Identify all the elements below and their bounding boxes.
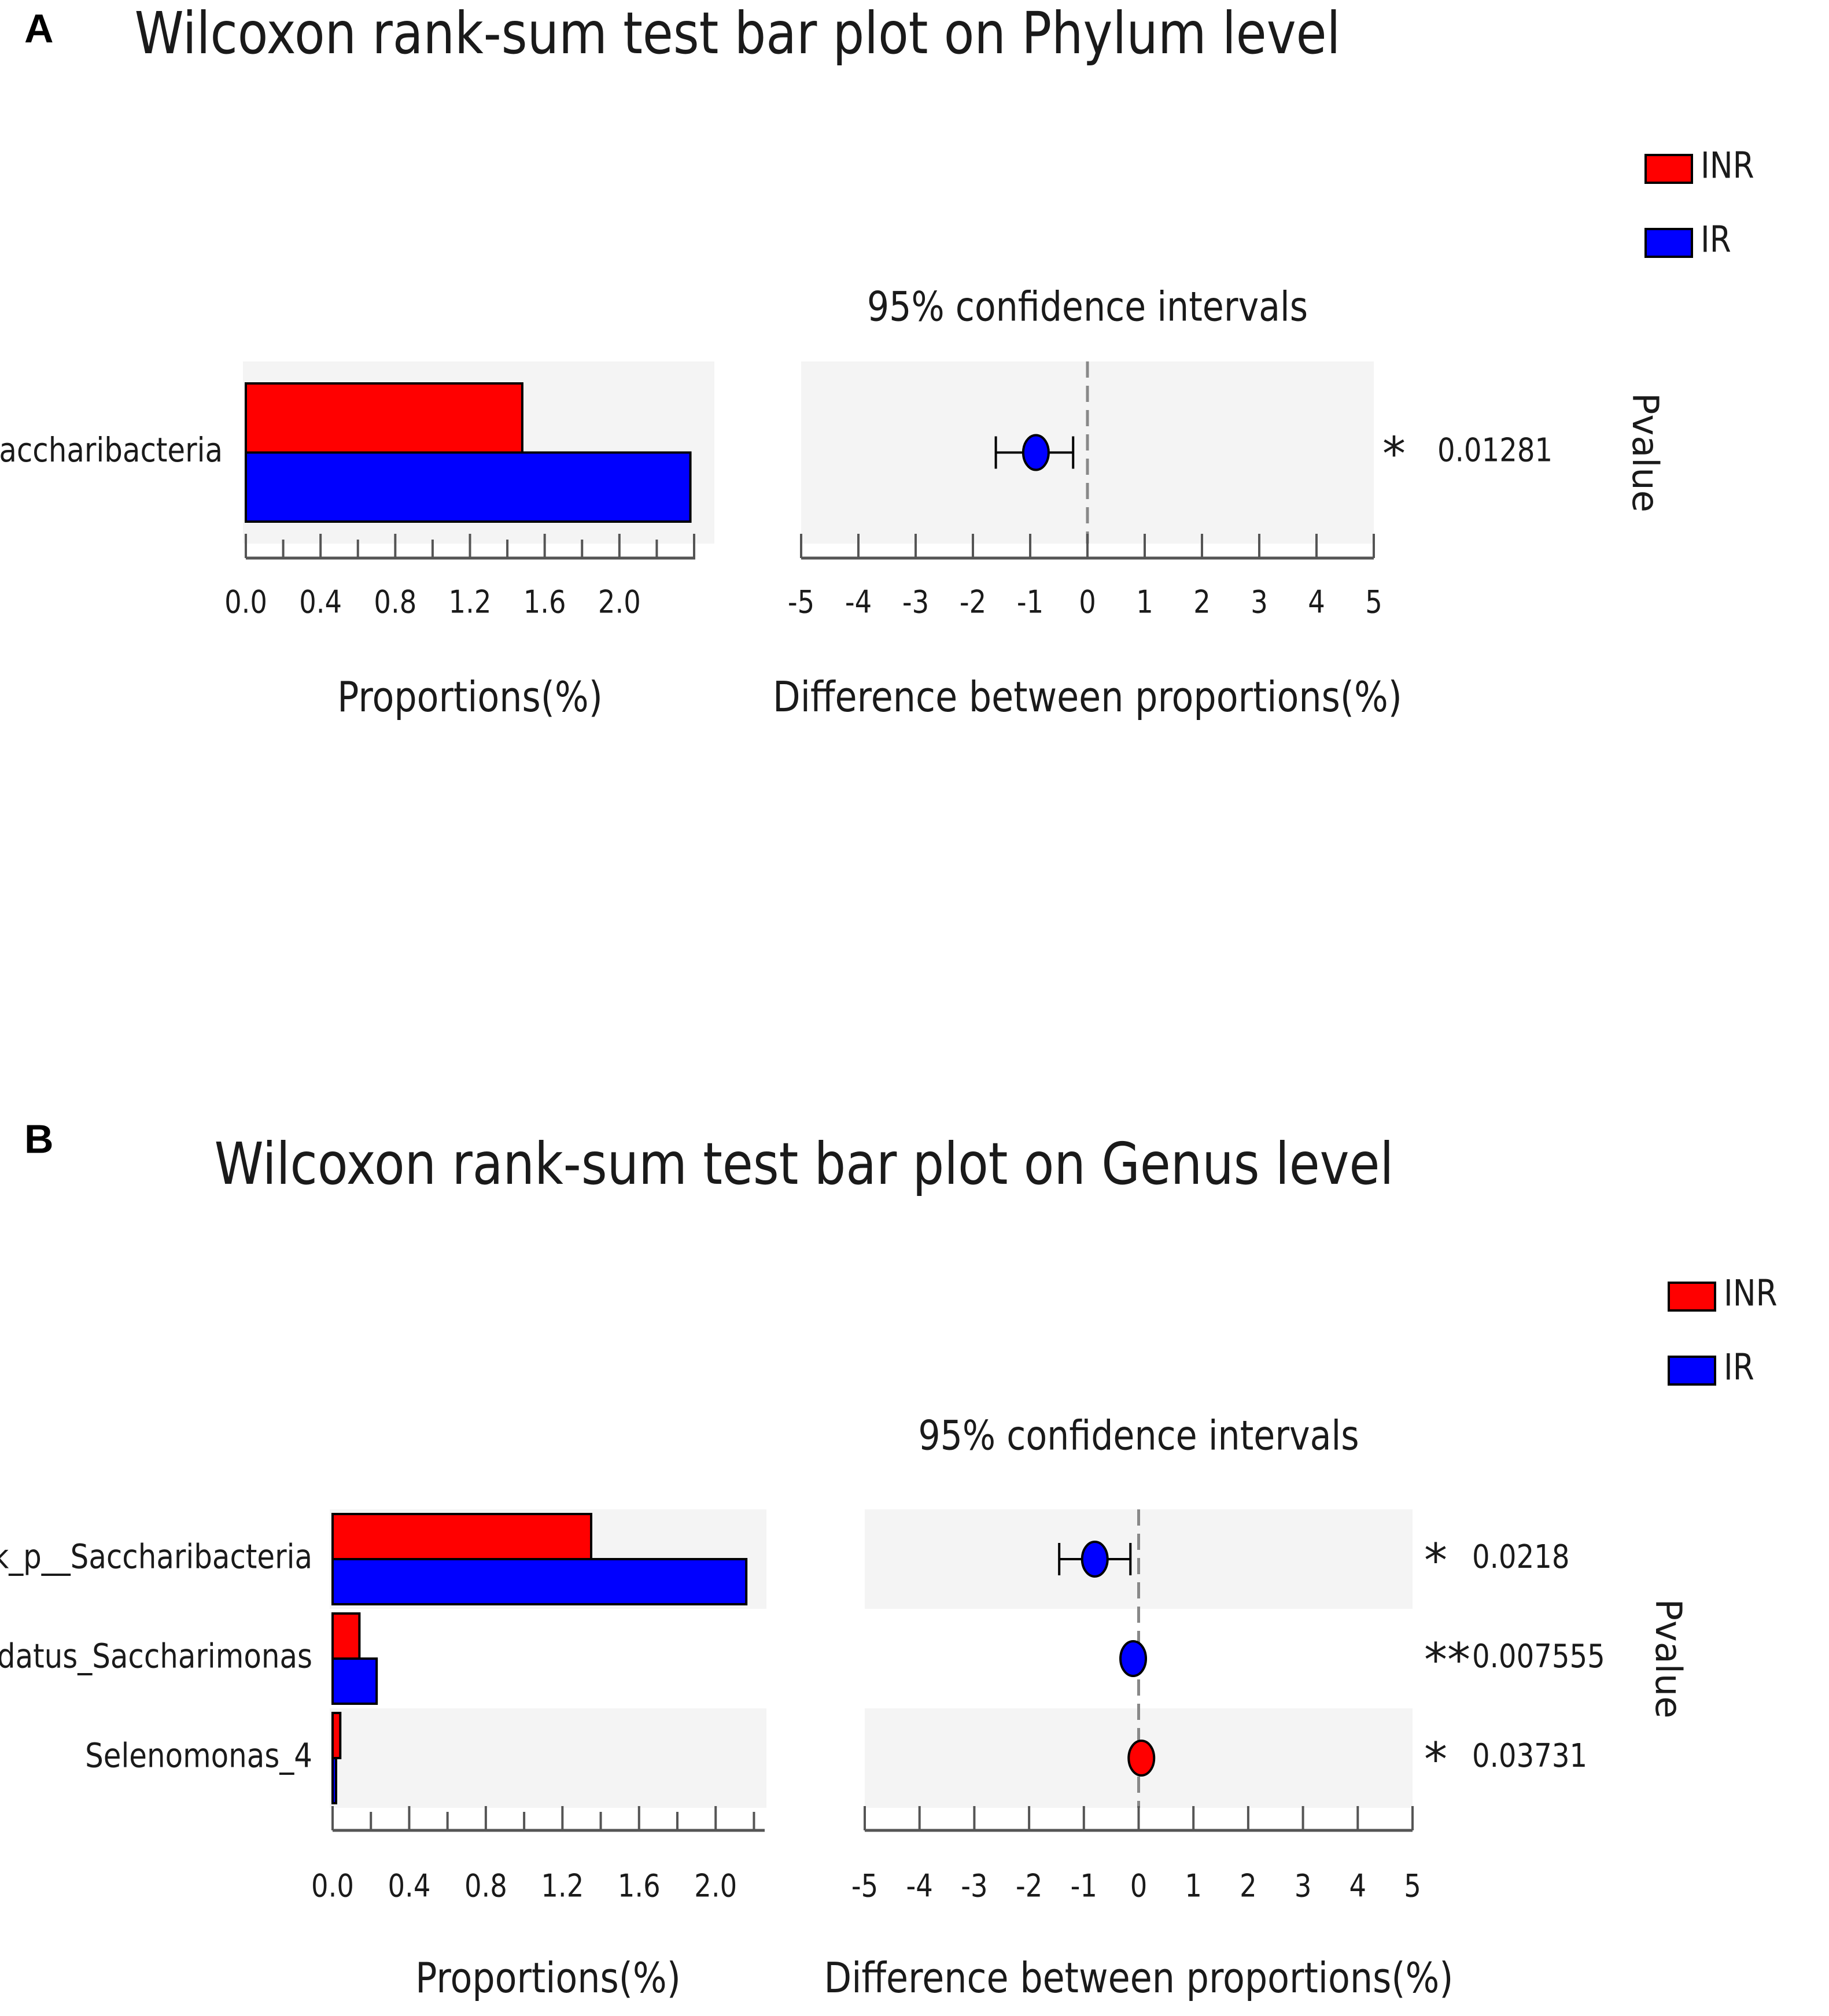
- bar-tick-label: 0.8: [374, 584, 416, 620]
- ci-tick-label: 1: [1136, 584, 1153, 620]
- category-label: Candidatus_Saccharimonas: [0, 1637, 312, 1676]
- ci-tick-label: 3: [1251, 584, 1268, 620]
- bar-IR: [331, 1657, 378, 1705]
- ci-x-label: Difference between proportions(%): [773, 673, 1402, 721]
- bar-x-label: Proportions(%): [337, 673, 603, 721]
- ci-tick-label: -5: [851, 1867, 878, 1904]
- ci-tick-label: 0: [1130, 1867, 1148, 1904]
- legend-label-INR: INR: [1724, 1272, 1778, 1314]
- ci-tick-label: -1: [1017, 584, 1043, 620]
- bar-tick-label: 0.4: [299, 584, 342, 620]
- ci-point: [1119, 1640, 1148, 1677]
- significance-star: **: [1424, 1633, 1470, 1687]
- pvalue-text: 0.007555: [1472, 1638, 1605, 1675]
- ci-title: 95% confidence intervals: [867, 283, 1308, 331]
- bar-tick-label: 2.0: [598, 584, 641, 620]
- category-label: Selenomonas_4: [85, 1736, 312, 1775]
- category-label: Saccharibacteria: [0, 431, 223, 470]
- bar-INR: [331, 1513, 592, 1560]
- ci-tick-label: -2: [1016, 1867, 1042, 1904]
- ci-x-label: Difference between proportions(%): [824, 1954, 1454, 2002]
- ci-tick-label: -4: [906, 1867, 933, 1904]
- bar-tick-label: 1.6: [618, 1867, 661, 1904]
- panel-letter: B: [24, 1116, 54, 1161]
- legend-swatch-IR: [1644, 228, 1693, 258]
- bar-tick-label: 0.8: [464, 1867, 507, 1904]
- ci-tick-label: 4: [1308, 584, 1325, 620]
- bar-x-label: Proportions(%): [415, 1954, 681, 2002]
- ci-point: [1022, 434, 1050, 471]
- ci-tick-label: -3: [902, 584, 929, 620]
- bar-IR: [331, 1757, 337, 1804]
- bar-tick-label: 0.4: [388, 1867, 431, 1904]
- ci-tick-label: -5: [788, 584, 814, 620]
- ci-tick-label: 2: [1193, 584, 1211, 620]
- significance-star: *: [1424, 1733, 1447, 1786]
- legend-swatch-IR: [1668, 1356, 1716, 1386]
- legend-label-IR: IR: [1724, 1346, 1754, 1388]
- ci-tick-label: -4: [845, 584, 872, 620]
- ci-tick-label: -2: [960, 584, 986, 620]
- row-background: [330, 1708, 766, 1808]
- bar-INR: [245, 382, 523, 454]
- ci-tick-label: 5: [1404, 1867, 1421, 1904]
- bar-tick-label: 0.0: [311, 1867, 354, 1904]
- ci-tick-label: 2: [1240, 1867, 1257, 1904]
- bar-tick-label: 1.6: [523, 584, 566, 620]
- panel-letter: A: [24, 6, 54, 51]
- bar-tick-label: 1.2: [541, 1867, 584, 1904]
- bar-tick-label: 0.0: [224, 584, 267, 620]
- ci-tick-label: 0: [1079, 584, 1096, 620]
- bar-IR: [331, 1558, 748, 1605]
- pvalue-text: 0.03731: [1472, 1738, 1587, 1775]
- pvalue-text: 0.01281: [1437, 432, 1553, 469]
- pvalue-text: 0.0218: [1472, 1539, 1569, 1576]
- ci-tick-label: 1: [1185, 1867, 1202, 1904]
- pvalue-axis-label: Pvalue: [1624, 393, 1666, 512]
- chart-title: Wilcoxon rank-sum test bar plot on Genus…: [215, 1130, 1394, 1198]
- ci-tick-label: 4: [1349, 1867, 1367, 1904]
- ci-tick-label: -3: [961, 1867, 987, 1904]
- ci-title: 95% confidence intervals: [918, 1412, 1359, 1460]
- legend-label-IR: IR: [1701, 218, 1731, 260]
- chart-title: Wilcoxon rank-sum test bar plot on Phylu…: [135, 0, 1341, 67]
- panel-A: A Wilcoxon rank-sum test bar plot on Phyl…: [0, 0, 1754, 721]
- ci-tick-label: 3: [1295, 1867, 1312, 1904]
- ci-point: [1081, 1541, 1109, 1578]
- significance-star: *: [1382, 427, 1406, 481]
- bar-tick-label: 1.2: [449, 584, 492, 620]
- panel-B: B Wilcoxon rank-sum test bar plot on Genu…: [0, 1116, 1778, 2002]
- legend-swatch-INR: [1644, 154, 1693, 184]
- legend-label-INR: INR: [1701, 144, 1754, 186]
- significance-star: *: [1424, 1534, 1447, 1587]
- category-label: norank_p__Saccharibacteria: [0, 1537, 312, 1576]
- bar-INR: [331, 1712, 342, 1759]
- ci-point: [1127, 1740, 1156, 1777]
- pvalue-axis-label: Pvalue: [1647, 1599, 1690, 1719]
- ci-tick-label: 5: [1365, 584, 1382, 620]
- ci-tick-label: -1: [1071, 1867, 1097, 1904]
- bar-tick-label: 2.0: [694, 1867, 737, 1904]
- legend-swatch-INR: [1668, 1282, 1716, 1312]
- bar-INR: [331, 1612, 361, 1660]
- bar-IR: [245, 451, 692, 523]
